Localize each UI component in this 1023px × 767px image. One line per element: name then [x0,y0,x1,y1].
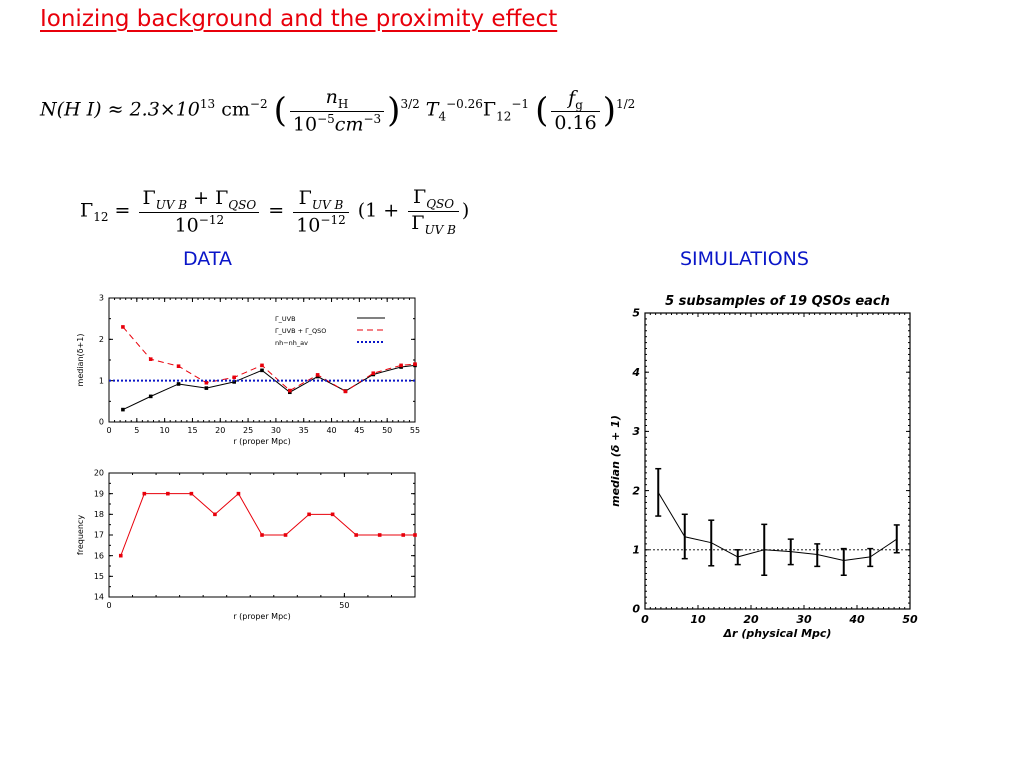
x-tick-label: 45 [354,426,364,435]
data-point [148,357,153,361]
x-axis-label: Δr (physical Mpc) [723,627,832,640]
data-point [401,533,406,537]
simulations-chart: 0 10 20 30 40 50 0 1 2 3 4 5 Δr (physical Mpc) median… [609,294,918,640]
x-tick-label: 0 [641,613,649,626]
y-tick-label: 0 [99,418,104,427]
x-axis-label: r (proper Mpc) [233,437,290,446]
data-point [148,394,153,399]
x-tick-label: 20 [743,613,759,626]
y-axis-label: median (δ + 1) [609,415,622,507]
x-tick-label: 50 [382,426,392,435]
data-point [121,325,125,329]
data-point [260,363,264,368]
plot-frame [108,297,416,423]
x-tick-label: 5 [134,426,139,435]
data-point [413,362,417,366]
gamma12-equation: Γ12 = ΓUV B + ΓQSO 10−12 = ΓUV B 10−12 (1 … [80,186,470,237]
y-axis-label: frequency [76,515,85,555]
y-tick-label: 14 [94,593,104,602]
legend-label: Γ_UVB [275,315,296,323]
data-point [307,512,311,517]
y-tick-label: 2 [632,484,640,497]
x-tick-label: 0 [106,426,111,435]
x-tick-label: 55 [410,426,420,435]
y-tick-label: 16 [94,551,104,560]
data-point [330,512,335,517]
data-point [176,382,181,386]
data-point [260,533,264,537]
x-tick-label: 10 [160,426,170,435]
data-label: DATA [183,248,232,270]
y-tick-label: 1 [99,376,104,385]
y-tick-label: 3 [632,425,640,438]
series-line [122,326,416,393]
y-tick-label: 2 [99,335,104,344]
x-tick-label: 20 [215,426,225,435]
x-axis-label: r (proper Mpc) [233,612,290,621]
data-point [260,368,264,373]
x-tick-label: 40 [326,426,336,435]
x-tick-label: 35 [299,426,309,435]
data-point [121,407,125,412]
x-tick-label: 50 [902,613,918,626]
data-point [213,512,217,517]
x-tick-label: 25 [243,426,253,435]
data-point [204,380,209,385]
data-point [189,491,194,496]
x-tick-label: 10 [690,613,706,626]
data-point [288,388,292,393]
y-tick-label: 15 [94,572,104,581]
chart-title: 5 subsamples of 19 QSOs each [665,294,890,309]
y-tick-label: 1 [632,543,640,556]
data-point [315,373,320,377]
y-tick-label: 3 [99,294,104,303]
x-tick-label: 30 [271,426,281,435]
page-title: Ionizing background and the proximity ef… [40,6,558,32]
y-tick-label: 18 [94,510,104,519]
data-point [399,363,403,368]
data-point [166,491,170,496]
frequency-data-chart: 0 50 14 15 16 17 18 19 20 r (proper Mpc) frequency [76,469,417,621]
x-tick-label: 50 [339,601,349,610]
x-tick-label: 15 [187,426,197,435]
y-tick-label: 5 [632,307,640,320]
legend-label: Γ_UVB + Γ_QSO [275,327,326,335]
y-tick-label: 0 [632,603,640,616]
data-point [176,364,181,368]
data-point [118,553,123,558]
data-point [232,380,236,384]
x-tick-label: 0 [106,601,111,610]
median-overdensity-data-chart: 0 5 10 15 20 25 30 35 40 45 50 55 0 1 2 3 r (proper Mpc)… [76,294,420,446]
data-point [236,491,241,496]
data-point [204,386,209,390]
x-tick-label: 30 [796,613,812,626]
series-line [657,492,898,561]
y-tick-label: 19 [94,489,104,498]
data-point [354,533,358,537]
data-point [377,533,382,537]
data-point [413,533,417,537]
data-point [142,491,147,496]
column-density-equation: N(H I) ≈ 2.3×1013 cm−2 (nH 10−5cm−3)3/2 T… [40,86,636,136]
y-axis-label: median(δ+1) [76,334,85,387]
y-tick-label: 17 [94,531,104,540]
data-point [283,533,288,537]
series-line [122,364,416,411]
data-point [343,389,348,394]
y-tick-label: 4 [631,366,640,379]
legend-label: nh−nh_av [275,339,308,347]
x-tick-label: 40 [848,613,865,626]
data-point [232,375,236,380]
series-line [120,492,415,556]
data-point [371,371,376,376]
y-tick-label: 20 [94,469,104,478]
simulations-label: SIMULATIONS [680,248,809,270]
